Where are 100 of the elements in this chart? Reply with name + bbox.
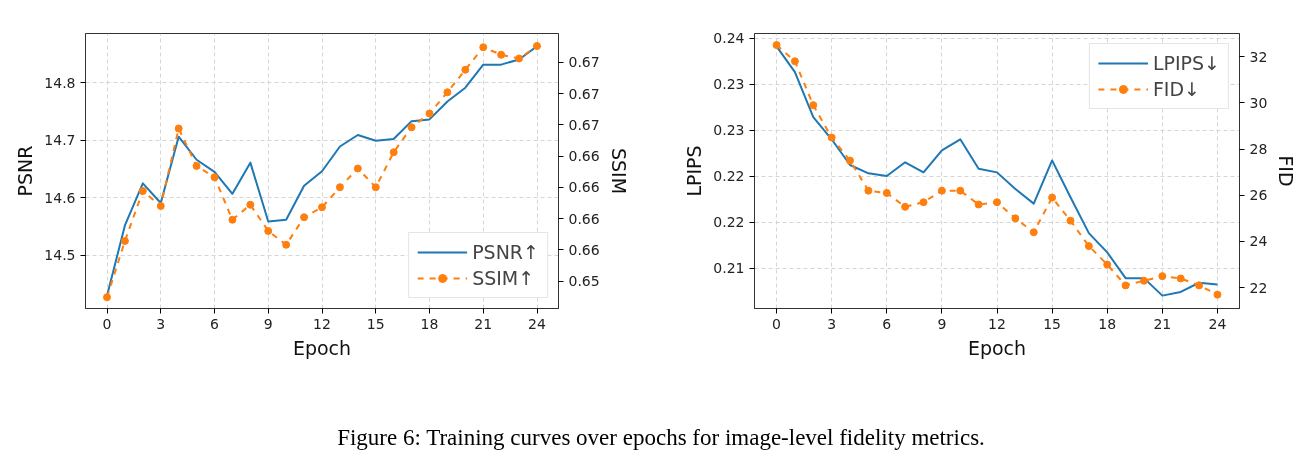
- point: [246, 200, 255, 209]
- point: [1084, 242, 1093, 251]
- point: [120, 237, 129, 245]
- caption: Figure 6: Training curves over epochs for image-level fidelity metrics.: [337, 424, 985, 452]
- y2-tick-label: 0.66: [568, 179, 600, 196]
- y2-axis-title: FID: [1275, 155, 1298, 187]
- x-tick-label: 15: [366, 315, 385, 332]
- point: [827, 133, 836, 142]
- point: [318, 203, 326, 212]
- point: [1176, 274, 1185, 283]
- y2-tick-label: 32: [1249, 48, 1268, 65]
- point: [956, 186, 965, 195]
- y-tick-label: 0.22: [713, 168, 745, 185]
- point: [1139, 276, 1148, 285]
- x-tick-label: 6: [882, 315, 892, 332]
- point: [282, 240, 291, 249]
- y2-tick-label: 0.65: [568, 273, 600, 289]
- point: [846, 156, 855, 165]
- point: [138, 187, 147, 195]
- y2-tick-label: 28: [1249, 141, 1268, 158]
- point: [772, 41, 781, 50]
- point: [1121, 281, 1130, 290]
- point: [1048, 193, 1057, 202]
- point: [515, 54, 524, 63]
- point: [210, 173, 219, 182]
- y2-tick-label: 26: [1249, 187, 1268, 204]
- point: [993, 198, 1001, 207]
- point: [192, 162, 201, 170]
- y-tick-label: 0.22: [713, 214, 745, 231]
- x-tick-label: 21: [1153, 315, 1172, 332]
- x-tick-label: 12: [988, 315, 1006, 332]
- x-tick-label: 3: [827, 315, 837, 332]
- x-tick-label: 12: [313, 315, 331, 332]
- y-tick-label: 0.23: [713, 76, 745, 93]
- point: [937, 186, 946, 195]
- point: [425, 109, 434, 118]
- point: [174, 124, 183, 133]
- point: [809, 101, 818, 110]
- y2-tick-label: 24: [1249, 233, 1268, 250]
- y2-axis-title: SSIM: [607, 147, 630, 195]
- x-axis-title: Epoch: [967, 336, 1027, 359]
- x-tick-label: 6: [210, 315, 220, 332]
- point: [156, 202, 165, 210]
- x-tick-label: 3: [156, 315, 166, 332]
- point: [479, 43, 488, 52]
- x-tick-label: 0: [772, 315, 782, 332]
- point: [974, 200, 983, 209]
- y-tick-label: 14.7: [44, 132, 76, 149]
- point: [353, 164, 362, 173]
- point: [1066, 216, 1075, 225]
- y-axis-title: LPIPS: [683, 145, 706, 197]
- legend-label: SSIM↑: [472, 267, 535, 289]
- y-tick-label: 14.8: [44, 74, 76, 91]
- legend-label: LPIPS↓: [1152, 52, 1220, 74]
- point: [407, 123, 416, 132]
- y2-tick-label: 0.67: [568, 54, 600, 71]
- y2-tick-label: 0.66: [568, 148, 600, 164]
- y2-tick-label: 30: [1249, 94, 1268, 111]
- y-tick-label: 0.23: [713, 122, 745, 139]
- point: [461, 65, 470, 74]
- x-tick-label: 24: [1208, 315, 1227, 332]
- point: [882, 188, 891, 197]
- y-tick-label: 14.6: [44, 189, 76, 206]
- x-tick-label: 18: [420, 315, 439, 332]
- y2-tick-label: 0.67: [568, 85, 600, 102]
- point: [103, 293, 111, 302]
- point: [1011, 214, 1020, 223]
- x-tick-label: 18: [1098, 315, 1117, 332]
- point: [1195, 281, 1204, 290]
- x-tick-label: 21: [474, 315, 493, 332]
- y-tick-label: 14.5: [44, 247, 76, 264]
- point: [1103, 260, 1112, 269]
- point: [443, 88, 452, 97]
- point: [371, 183, 380, 192]
- y2-tick-label: 0.66: [568, 241, 600, 258]
- y-tick-label: 0.21: [713, 260, 745, 277]
- legend-label: FID↓: [1152, 78, 1200, 100]
- point: [919, 198, 928, 207]
- point: [1029, 228, 1038, 237]
- point: [497, 50, 506, 59]
- x-axis-title: Epoch: [292, 336, 352, 359]
- y-tick-label: 0.24: [713, 30, 745, 47]
- x-tick-label: 9: [263, 315, 273, 332]
- x-tick-label: 15: [1043, 315, 1062, 332]
- point: [389, 148, 398, 157]
- y2-tick-label: 22: [1249, 279, 1268, 296]
- x-tick-label: 0: [102, 315, 112, 332]
- point: [1213, 290, 1222, 299]
- point: [335, 183, 344, 192]
- y-axis-title: PSNR: [14, 145, 37, 197]
- y2-tick-label: 0.67: [568, 116, 600, 133]
- x-tick-label: 24: [528, 315, 546, 332]
- point: [300, 213, 309, 222]
- point: [533, 42, 541, 50]
- point: [228, 215, 237, 224]
- point: [864, 186, 873, 195]
- y2-tick-label: 0.66: [568, 210, 600, 227]
- x-tick-label: 9: [937, 315, 947, 332]
- point: [264, 227, 273, 235]
- point: [790, 57, 799, 66]
